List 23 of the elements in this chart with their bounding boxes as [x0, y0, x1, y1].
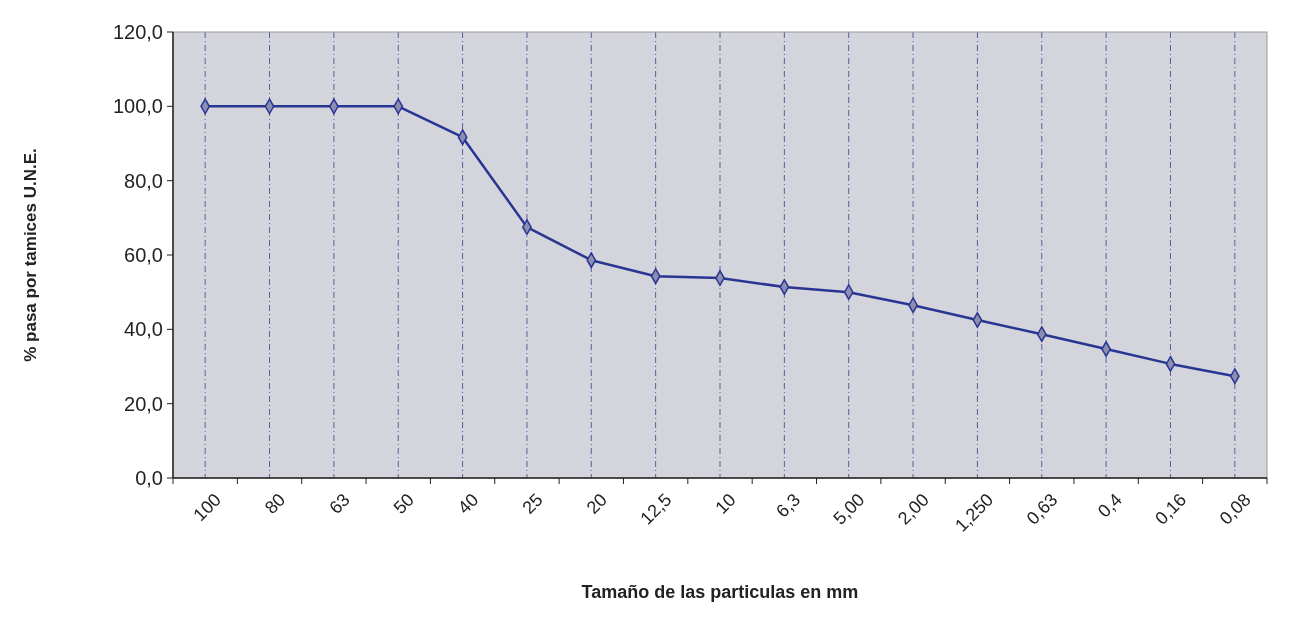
x-tick-label: 0,63	[1022, 489, 1062, 529]
x-tick-label: 0,08	[1215, 489, 1255, 529]
y-tick-label: 60,0	[124, 244, 163, 266]
x-tick-label: 10	[711, 489, 740, 518]
x-tick-label: 63	[325, 489, 354, 518]
y-tick-label: 80,0	[124, 169, 163, 192]
x-tick-label: 0,16	[1151, 489, 1191, 529]
x-tick-label: 50	[389, 489, 418, 518]
x-axis-title: Tamaño de las particulas en mm	[581, 582, 859, 602]
y-tick-label: 120,0	[112, 21, 163, 43]
y-axis-title: % pasa por tamices U.N.E.	[21, 148, 40, 362]
x-tick-label: 6,3	[772, 489, 805, 522]
x-tick-label: 20	[582, 489, 612, 518]
x-tick-label: 0,4	[1094, 489, 1126, 522]
x-tick-label: 5,00	[829, 489, 869, 529]
y-tick-label: 20,0	[124, 392, 163, 415]
y-tick-label: 0,0	[135, 467, 163, 489]
x-tick-label: 100	[189, 489, 225, 525]
y-tick-label: 40,0	[124, 318, 163, 341]
x-tick-label: 40	[454, 489, 483, 518]
y-tick-label: 100,0	[112, 95, 163, 118]
x-tick-label: 25	[518, 489, 547, 518]
x-tick-label: 80	[260, 489, 290, 518]
